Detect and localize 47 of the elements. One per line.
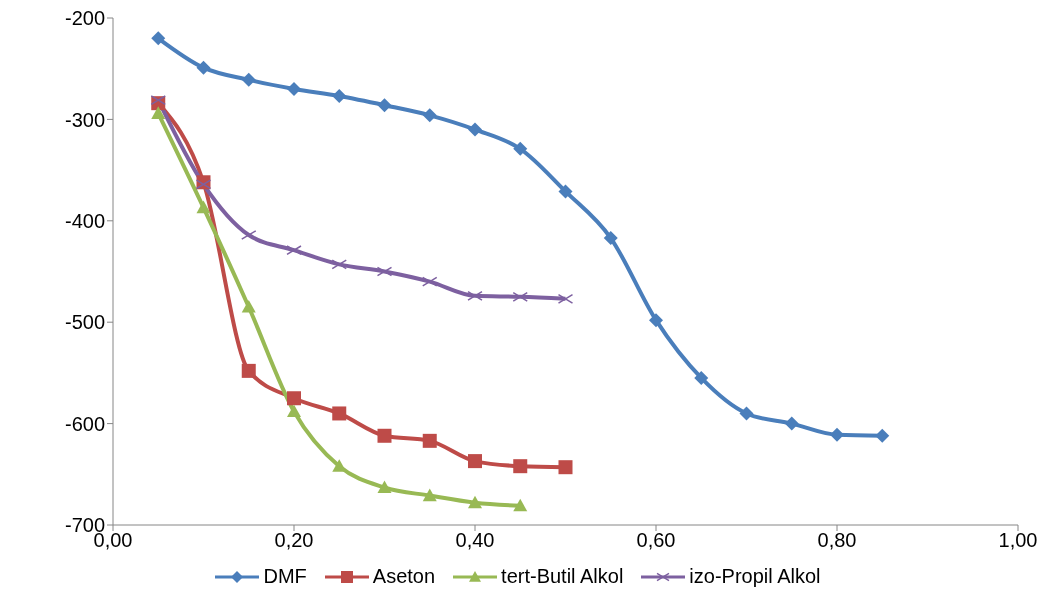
legend-label: tert-Butil Alkol <box>500 565 624 588</box>
point <box>694 370 709 385</box>
legend-label: DMF <box>262 565 307 588</box>
point <box>422 433 437 448</box>
point <box>241 363 256 378</box>
x-tick-label: 1,00 <box>998 529 1038 552</box>
y-tick-label: -400 <box>64 209 105 232</box>
x-tick-label: 0,40 <box>455 529 495 552</box>
point <box>287 404 301 418</box>
x-tick-label: 0,20 <box>274 529 314 552</box>
point <box>468 122 482 137</box>
y-tick-label: -600 <box>64 412 105 435</box>
point <box>241 72 256 87</box>
point <box>649 313 663 328</box>
point <box>332 89 347 104</box>
y-tick-label: -500 <box>64 311 105 334</box>
y-tick-label: -300 <box>64 108 105 131</box>
point <box>830 427 844 442</box>
point <box>196 200 211 214</box>
legend-label: izo-Propil Alkol <box>688 565 821 588</box>
y-tick-label: -200 <box>64 7 105 30</box>
point <box>196 60 211 75</box>
point <box>151 106 166 119</box>
point <box>739 406 754 421</box>
point <box>332 406 347 421</box>
point <box>513 141 528 156</box>
point <box>287 391 301 406</box>
point <box>784 416 799 431</box>
point <box>377 480 392 494</box>
point <box>513 498 528 512</box>
point <box>377 98 392 113</box>
point <box>377 428 392 443</box>
x-tick-label: 0,60 <box>636 529 676 552</box>
point <box>422 488 437 502</box>
point <box>558 184 573 199</box>
point <box>513 459 528 474</box>
point <box>287 81 301 96</box>
legend-label: Aseton <box>371 565 436 588</box>
point <box>151 31 166 46</box>
point <box>603 231 618 246</box>
point <box>468 454 482 469</box>
point <box>241 299 256 313</box>
point <box>422 108 437 123</box>
x-tick-label: 0,80 <box>817 529 857 552</box>
point <box>875 428 890 443</box>
point <box>468 495 482 509</box>
point <box>558 460 573 475</box>
